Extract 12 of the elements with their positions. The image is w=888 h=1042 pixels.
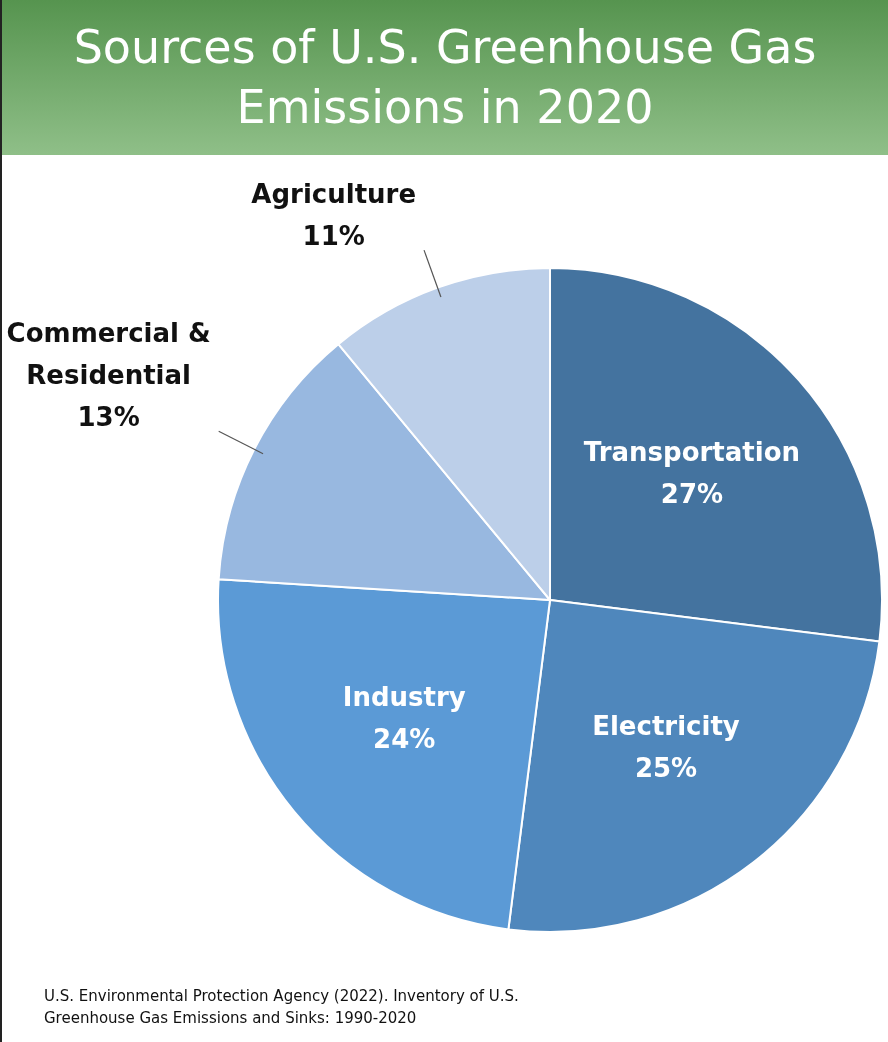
data-label: 24% — [373, 724, 436, 755]
data-label: 27% — [660, 478, 724, 509]
data-label: 13% — [77, 401, 140, 432]
slice-label: Commercial & Residential — [6, 317, 211, 390]
data-label: 11% — [302, 220, 365, 251]
slice-label: Agriculture — [251, 178, 417, 209]
data-label: 25% — [634, 753, 698, 784]
slice-label: Industry — [342, 682, 466, 713]
slice-label: Electricity — [592, 711, 740, 742]
slice-label: Transportation — [583, 436, 801, 467]
chart-title: Sources of U.S. Greenhouse Gas Emissions in 2020 — [2, 0, 888, 155]
text: U.S. Environmental Protection Agency (2022). Inventory of U.S. Greenhouse Gas Emissions and Sinks: 1990-2020 — [44, 986, 520, 1029]
